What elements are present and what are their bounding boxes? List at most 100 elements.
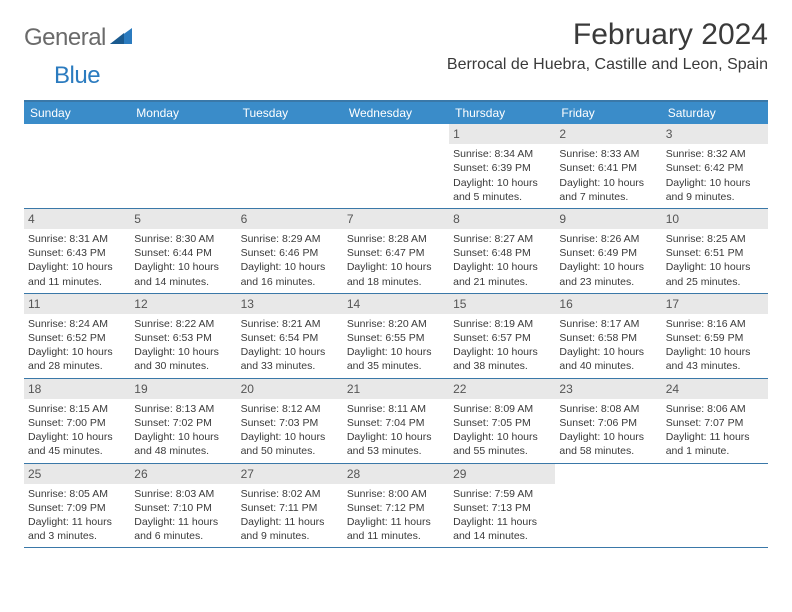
day-body: Sunrise: 8:24 AMSunset: 6:52 PMDaylight:… [24, 314, 130, 378]
sunrise-line: Sunrise: 8:15 AM [28, 402, 126, 416]
sunrise-line: Sunrise: 8:11 AM [347, 402, 445, 416]
day-cell: 17Sunrise: 8:16 AMSunset: 6:59 PMDayligh… [662, 294, 768, 378]
day-cell: 2Sunrise: 8:33 AMSunset: 6:41 PMDaylight… [555, 124, 661, 208]
day-cell: 18Sunrise: 8:15 AMSunset: 7:00 PMDayligh… [24, 379, 130, 463]
daylight-line: Daylight: 10 hours and 23 minutes. [559, 260, 657, 288]
sunset-line: Sunset: 7:04 PM [347, 416, 445, 430]
sunset-line: Sunset: 6:43 PM [28, 246, 126, 260]
day-body: Sunrise: 8:00 AMSunset: 7:12 PMDaylight:… [343, 484, 449, 548]
dow-cell: Tuesday [237, 102, 343, 124]
sunset-line: Sunset: 7:05 PM [453, 416, 551, 430]
daylight-line: Daylight: 10 hours and 5 minutes. [453, 176, 551, 204]
sunrise-line: Sunrise: 8:21 AM [241, 317, 339, 331]
day-number: 21 [343, 379, 449, 399]
sunrise-line: Sunrise: 8:34 AM [453, 147, 551, 161]
day-cell: 23Sunrise: 8:08 AMSunset: 7:06 PMDayligh… [555, 379, 661, 463]
calendar-grid: SundayMondayTuesdayWednesdayThursdayFrid… [24, 100, 768, 548]
day-body: Sunrise: 8:33 AMSunset: 6:41 PMDaylight:… [555, 144, 661, 208]
day-number: 25 [24, 464, 130, 484]
sunrise-line: Sunrise: 8:02 AM [241, 487, 339, 501]
day-cell [237, 124, 343, 208]
day-body: Sunrise: 8:13 AMSunset: 7:02 PMDaylight:… [130, 399, 236, 463]
day-body: Sunrise: 8:15 AMSunset: 7:00 PMDaylight:… [24, 399, 130, 463]
weeks-container: 1Sunrise: 8:34 AMSunset: 6:39 PMDaylight… [24, 124, 768, 548]
day-number: 17 [662, 294, 768, 314]
day-cell [130, 124, 236, 208]
day-cell [662, 464, 768, 548]
day-number: 5 [130, 209, 236, 229]
sunset-line: Sunset: 6:58 PM [559, 331, 657, 345]
sunrise-line: Sunrise: 8:33 AM [559, 147, 657, 161]
day-cell [343, 124, 449, 208]
day-number: 2 [555, 124, 661, 144]
day-body: Sunrise: 8:22 AMSunset: 6:53 PMDaylight:… [130, 314, 236, 378]
day-cell: 13 Sunrise: 8:21 AMSunset: 6:54 PMDayligh… [237, 294, 343, 378]
sunset-line: Sunset: 7:09 PM [28, 501, 126, 515]
daylight-line: Daylight: 10 hours and 53 minutes. [347, 430, 445, 458]
day-cell: 28Sunrise: 8:00 AMSunset: 7:12 PMDayligh… [343, 464, 449, 548]
sunset-line: Sunset: 6:39 PM [453, 161, 551, 175]
day-body: Sunrise: 8:08 AMSunset: 7:06 PMDaylight:… [555, 399, 661, 463]
day-cell: 3Sunrise: 8:32 AMSunset: 6:42 PMDaylight… [662, 124, 768, 208]
day-body: Sunrise: 8:20 AMSunset: 6:55 PMDaylight:… [343, 314, 449, 378]
day-body: Sunrise: 8:03 AMSunset: 7:10 PMDaylight:… [130, 484, 236, 548]
day-body: Sunrise: 8:17 AMSunset: 6:58 PMDaylight:… [555, 314, 661, 378]
day-number: 29 [449, 464, 555, 484]
daylight-line: Daylight: 10 hours and 40 minutes. [559, 345, 657, 373]
day-number: 13 [237, 294, 343, 314]
daylight-line: Daylight: 10 hours and 28 minutes. [28, 345, 126, 373]
daylight-line: Daylight: 10 hours and 25 minutes. [666, 260, 764, 288]
sunrise-line: Sunrise: 7:59 AM [453, 487, 551, 501]
day-body: Sunrise: 8:28 AMSunset: 6:47 PMDaylight:… [343, 229, 449, 293]
sunrise-line: Sunrise: 8:31 AM [28, 232, 126, 246]
sunset-line: Sunset: 6:41 PM [559, 161, 657, 175]
day-cell: 8Sunrise: 8:27 AMSunset: 6:48 PMDaylight… [449, 209, 555, 293]
sunrise-line: Sunrise: 8:09 AM [453, 402, 551, 416]
sunrise-line: Sunrise: 8:29 AM [241, 232, 339, 246]
daylight-line: Daylight: 10 hours and 11 minutes. [28, 260, 126, 288]
week-row: 1Sunrise: 8:34 AMSunset: 6:39 PMDaylight… [24, 124, 768, 209]
week-row: 18Sunrise: 8:15 AMSunset: 7:00 PMDayligh… [24, 379, 768, 464]
daylight-line: Daylight: 10 hours and 35 minutes. [347, 345, 445, 373]
title-block: February 2024 Berrocal de Huebra, Castil… [447, 18, 768, 74]
dow-cell: Friday [555, 102, 661, 124]
daylight-line: Daylight: 10 hours and 45 minutes. [28, 430, 126, 458]
sunrise-line: Sunrise: 8:03 AM [134, 487, 232, 501]
sunrise-line: Sunrise: 8:25 AM [666, 232, 764, 246]
daylight-line: Daylight: 10 hours and 55 minutes. [453, 430, 551, 458]
day-body: Sunrise: 8:29 AMSunset: 6:46 PMDaylight:… [237, 229, 343, 293]
logo-triangle-icon [110, 26, 136, 51]
calendar-page: General February 2024 Berrocal de Huebra… [0, 0, 792, 548]
sunset-line: Sunset: 7:12 PM [347, 501, 445, 515]
logo: General [24, 18, 138, 52]
daylight-line: Daylight: 10 hours and 33 minutes. [241, 345, 339, 373]
day-cell: 16Sunrise: 8:17 AMSunset: 6:58 PMDayligh… [555, 294, 661, 378]
sunset-line: Sunset: 6:54 PM [241, 331, 339, 345]
day-cell: 15Sunrise: 8:19 AMSunset: 6:57 PMDayligh… [449, 294, 555, 378]
day-number: 9 [555, 209, 661, 229]
sunrise-line: Sunrise: 8:32 AM [666, 147, 764, 161]
sunset-line: Sunset: 7:07 PM [666, 416, 764, 430]
sunset-line: Sunset: 6:52 PM [28, 331, 126, 345]
sunset-line: Sunset: 6:48 PM [453, 246, 551, 260]
sunrise-line: Sunrise: 8:24 AM [28, 317, 126, 331]
daylight-line: Daylight: 10 hours and 18 minutes. [347, 260, 445, 288]
logo-text-general: General [24, 24, 106, 52]
day-cell: 26Sunrise: 8:03 AMSunset: 7:10 PMDayligh… [130, 464, 236, 548]
month-title: February 2024 [447, 18, 768, 52]
day-number: 28 [343, 464, 449, 484]
sunset-line: Sunset: 7:02 PM [134, 416, 232, 430]
daylight-line: Daylight: 10 hours and 30 minutes. [134, 345, 232, 373]
dow-cell: Monday [130, 102, 236, 124]
daylight-line: Daylight: 11 hours and 6 minutes. [134, 515, 232, 543]
day-number: 23 [555, 379, 661, 399]
sunset-line: Sunset: 6:55 PM [347, 331, 445, 345]
day-number: 26 [130, 464, 236, 484]
day-number: 16 [555, 294, 661, 314]
daylight-line: Daylight: 11 hours and 11 minutes. [347, 515, 445, 543]
daylight-line: Daylight: 11 hours and 1 minute. [666, 430, 764, 458]
day-number: 8 [449, 209, 555, 229]
day-body: Sunrise: 8:12 AMSunset: 7:03 PMDaylight:… [237, 399, 343, 463]
sunrise-line: Sunrise: 8:28 AM [347, 232, 445, 246]
day-cell: 12Sunrise: 8:22 AMSunset: 6:53 PMDayligh… [130, 294, 236, 378]
